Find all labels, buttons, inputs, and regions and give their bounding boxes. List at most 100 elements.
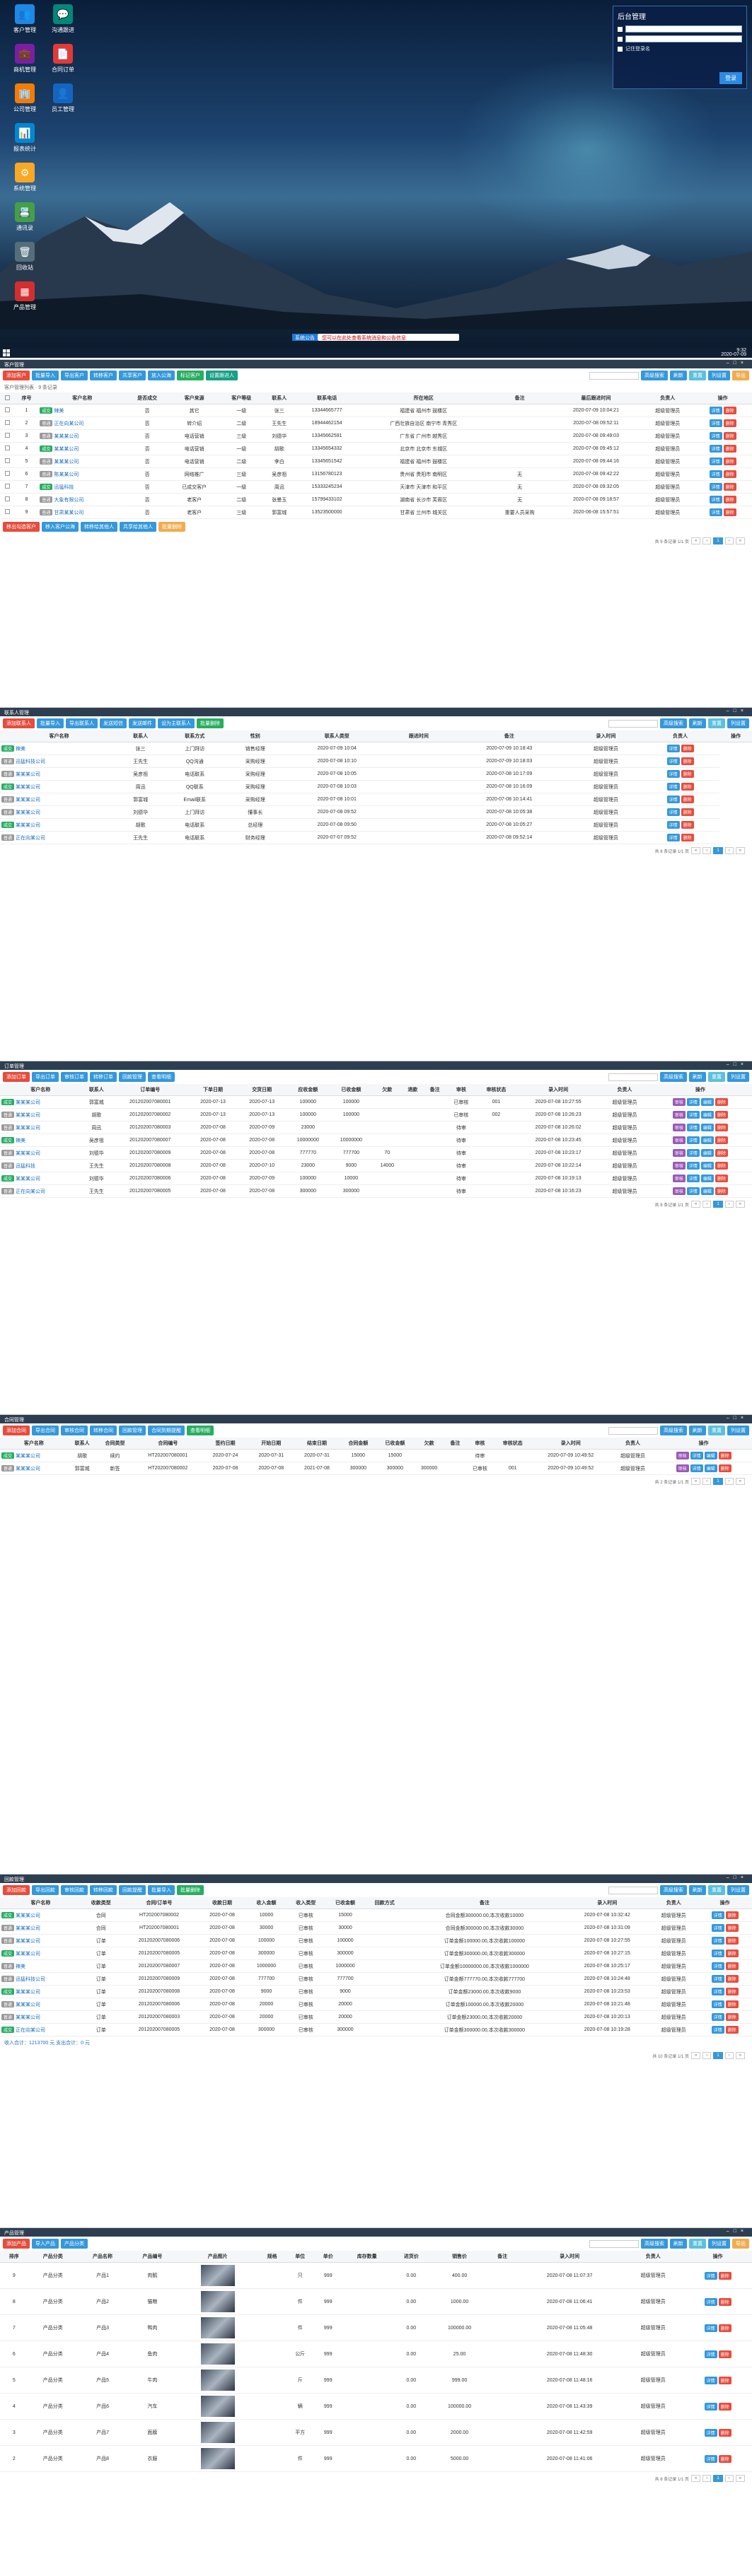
toolbar-right-button[interactable]: 列设置: [727, 1426, 749, 1435]
cell-value[interactable]: 迅猛科技: [54, 484, 74, 490]
minimize-icon[interactable]: –: [726, 1875, 734, 1880]
toolbar-button[interactable]: 导入产品: [32, 2239, 59, 2249]
pager-button[interactable]: »: [735, 1478, 745, 1485]
column-header[interactable]: 客户名称: [0, 730, 119, 742]
pager-button[interactable]: ‹: [702, 2052, 712, 2059]
desktop-icon-4[interactable]: 🏢 公司管理: [0, 83, 50, 113]
pager-button[interactable]: ›: [724, 2475, 734, 2482]
row-view-button[interactable]: 详情: [686, 1187, 700, 1195]
cell-value[interactable]: 迅猛科技公司: [15, 1976, 45, 1982]
close-icon[interactable]: ×: [740, 361, 748, 366]
row-view-button[interactable]: 详情: [704, 2454, 717, 2463]
maximize-icon[interactable]: □: [733, 2229, 741, 2234]
close-icon[interactable]: ×: [740, 2229, 748, 2234]
column-header[interactable]: 产品图片: [177, 2251, 258, 2263]
search-input[interactable]: [589, 2239, 639, 2248]
desktop-icon-1[interactable]: 💬 沟通跟进: [38, 4, 88, 34]
row-view-button[interactable]: 详情: [711, 1962, 724, 1970]
toolbar-button[interactable]: 回款管理: [119, 1426, 146, 1435]
toolbar-button[interactable]: 批量删除: [197, 718, 224, 728]
column-header[interactable]: 合同类型: [96, 1438, 134, 1450]
column-header[interactable]: 操作: [683, 2251, 752, 2263]
product-image[interactable]: [200, 2317, 235, 2338]
column-header[interactable]: 结束日期: [294, 1438, 340, 1450]
toolbar-button[interactable]: 合同到期提醒: [148, 1426, 185, 1435]
toolbar-right-button[interactable]: 导出: [732, 371, 749, 380]
toolbar-right-button[interactable]: 高级搜索: [660, 1426, 687, 1435]
maximize-icon[interactable]: □: [733, 361, 741, 366]
row-edit-button[interactable]: 编辑: [700, 1162, 714, 1170]
column-header[interactable]: 联系人: [67, 1438, 97, 1450]
column-header[interactable]: 收款日期: [197, 1897, 247, 1909]
column-header[interactable]: 录入时间: [565, 1897, 650, 1909]
pager-button[interactable]: 1: [713, 1201, 723, 1208]
table-row[interactable]: 普通 某某某公司 订单 201202007080006 2020-07-08 10000…: [0, 1934, 752, 1947]
table-row[interactable]: 9 普通 甘肃某某公司否老客户 三级 郭富城 13523500000 甘肃省 兰州市 城关…: [0, 506, 752, 519]
table-row[interactable]: 2 产品分类 产品8 衣服件 999 0.00 5000.00 2020-07-08 11:4…: [0, 2445, 752, 2472]
column-header[interactable]: 进货价: [391, 2251, 431, 2263]
row-checkbox[interactable]: [4, 471, 10, 476]
cell-value[interactable]: 某某某公司: [54, 459, 79, 465]
row-del-button[interactable]: 删除: [723, 407, 736, 414]
column-header[interactable]: 订单编号: [112, 1084, 189, 1096]
row-del-button[interactable]: 删除: [723, 508, 736, 516]
cell-value[interactable]: 甘肃某某公司: [54, 510, 84, 515]
cell-value[interactable]: 某某某公司: [15, 822, 40, 828]
table-row[interactable]: 3 产品分类 产品7 面膜 平方 999 0.00 2000.00 2020-07-08 11:…: [0, 2419, 752, 2446]
footer-button[interactable]: 共享给其他人: [120, 522, 156, 532]
product-image[interactable]: [200, 2370, 235, 2391]
row-audit-button[interactable]: 审核: [676, 1452, 689, 1459]
row-del-button[interactable]: 删除: [715, 1175, 728, 1182]
column-header[interactable]: 序号: [14, 392, 39, 404]
toolbar-right-button[interactable]: 导出: [732, 2239, 749, 2249]
pager-button[interactable]: «: [690, 847, 701, 854]
cell-value[interactable]: 某某某公司: [15, 1125, 40, 1131]
row-view-button[interactable]: 详情: [709, 470, 722, 478]
search-input[interactable]: [608, 1073, 658, 1081]
toolbar-right-button[interactable]: 列设置: [708, 2239, 730, 2249]
toolbar-button[interactable]: 导出订单: [32, 1072, 59, 1082]
cell-value[interactable]: 某某某公司: [15, 1951, 40, 1957]
windows-start-icon[interactable]: [3, 349, 10, 356]
desktop-icon-6[interactable]: 📊 报表统计: [0, 123, 50, 153]
column-header[interactable]: 录入时间: [516, 1084, 601, 1096]
row-del-button[interactable]: 删除: [715, 1136, 728, 1144]
toolbar-right-button[interactable]: 重置: [708, 1072, 725, 1082]
cell-value[interactable]: 6: [12, 2351, 16, 2357]
toolbar-right-button[interactable]: 高级搜索: [660, 1072, 687, 1082]
row-del-button[interactable]: 删除: [723, 496, 736, 503]
table-row[interactable]: 成交 某某某公司 订单 201202007080008 2020-07-08 9000 已…: [0, 1985, 752, 1998]
row-view-button[interactable]: 详情: [711, 2026, 724, 2034]
column-header[interactable]: 下单日期: [188, 1084, 238, 1096]
row-del-button[interactable]: 删除: [725, 2013, 739, 2021]
toolbar-button[interactable]: 批量导入: [32, 371, 59, 380]
row-del-button[interactable]: 删除: [723, 445, 736, 453]
toolbar-right-button[interactable]: 高级搜索: [641, 2239, 668, 2249]
pager-button[interactable]: ›: [724, 1478, 734, 1485]
product-image[interactable]: [200, 2422, 235, 2443]
cell-value[interactable]: 某某某公司: [15, 771, 40, 777]
cell-value[interactable]: 某某某公司: [15, 810, 40, 815]
row-select[interactable]: [0, 467, 15, 481]
footer-button[interactable]: 移出勾选客户: [3, 522, 40, 532]
row-edit-button[interactable]: 编辑: [704, 1452, 717, 1459]
row-del-button[interactable]: 删除: [681, 821, 694, 829]
product-image[interactable]: [200, 2291, 235, 2312]
column-header[interactable]: 联系人类型: [284, 730, 391, 742]
column-header[interactable]: 已收金额: [376, 1438, 414, 1450]
column-header[interactable]: 欠款: [413, 1438, 445, 1450]
row-del-button[interactable]: 删除: [725, 1937, 739, 1945]
minimize-icon[interactable]: –: [726, 2229, 734, 2234]
pager-button[interactable]: ‹: [702, 2475, 712, 2482]
table-row[interactable]: 普通 某某某公司 郭富城 Email联系 采购经理 2020-07-08 10:01 20…: [0, 793, 752, 806]
toolbar-button[interactable]: 设为主联系人: [158, 718, 195, 728]
close-icon[interactable]: ×: [740, 1875, 748, 1880]
desktop-icon-8[interactable]: 📇 通讯录: [0, 202, 50, 232]
toolbar-button[interactable]: 导出回款: [32, 1885, 59, 1895]
pager-button[interactable]: »: [735, 537, 745, 544]
toolbar-right-button[interactable]: 列设置: [727, 1072, 749, 1082]
username-input[interactable]: [625, 25, 742, 33]
minimize-icon[interactable]: –: [726, 709, 734, 713]
table-row[interactable]: 4 成交 某某某公司否电话营销 一级 胡歌 13345654332 北京市 北京市 东城区…: [0, 442, 752, 455]
toolbar-button[interactable]: 导出客户: [61, 371, 88, 380]
